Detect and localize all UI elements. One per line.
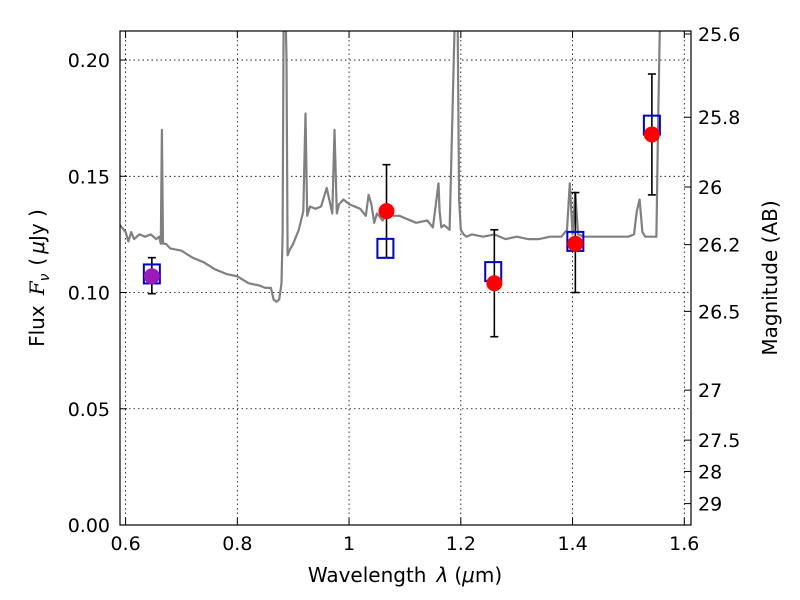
y2-tick-label: 26.2 xyxy=(698,235,740,257)
y2-tick-label: 25.6 xyxy=(698,24,740,46)
spectrum-line xyxy=(120,31,661,303)
y-axis-unit-mu: μ xyxy=(25,241,49,255)
x-axis-unit-rest: m) xyxy=(475,563,502,587)
x-tick-label: 1 xyxy=(343,533,355,555)
y2-tick-label: 25.8 xyxy=(698,107,740,129)
grid-layer xyxy=(120,31,691,526)
x-tick-label: 1.6 xyxy=(669,533,699,555)
labels-layer: 0.6 0.8 1 1.2 1.4 1.6 0.00 0.05 0.10 0.15 0.20 25.6… xyxy=(68,24,741,555)
observed-point xyxy=(567,235,584,252)
x-tick-label: 1.2 xyxy=(446,533,476,555)
x-tick-label: 0.8 xyxy=(222,533,252,555)
observed-point xyxy=(643,126,660,143)
x-axis-label-text: Wavelength xyxy=(308,563,427,587)
points-layer xyxy=(142,73,661,338)
y-axis-symbol: F xyxy=(25,280,49,296)
y-axis-label: Flux Fν ( μJy ) xyxy=(25,209,53,347)
y2-tick-label: 27.5 xyxy=(698,430,740,452)
y-tick-label: 0.15 xyxy=(68,166,110,188)
observed-point xyxy=(143,268,160,285)
y-axis-subscript: ν xyxy=(37,273,53,281)
y2-tick-label: 29 xyxy=(698,494,722,516)
y2-tick-label: 28 xyxy=(698,462,722,484)
y-tick-label: 0.10 xyxy=(68,283,110,305)
y-tick-label: 0.05 xyxy=(68,399,110,421)
y-tick-label: 0.00 xyxy=(68,515,110,537)
y-axis-label-text: Flux xyxy=(25,305,49,347)
x-axis-unit-mu: μ xyxy=(461,563,475,587)
x-tick-label: 1.4 xyxy=(557,533,587,555)
x-tick-label: 0.6 xyxy=(110,533,140,555)
y-tick-label: 0.20 xyxy=(68,50,110,72)
observed-point xyxy=(378,203,395,220)
ticks-layer xyxy=(120,31,691,526)
observed-point xyxy=(486,275,503,292)
y-axis-unit-open: ( xyxy=(25,258,49,266)
y-axis-unit-rest: Jy ) xyxy=(25,209,49,243)
y2-tick-label: 26.5 xyxy=(698,301,740,323)
y2-axis-label: Magnitude (AB) xyxy=(758,200,782,355)
plot-frame xyxy=(119,30,692,526)
spectrum-layer xyxy=(120,31,661,303)
y2-tick-label: 26 xyxy=(698,177,722,199)
y2-tick-label: 27 xyxy=(698,380,722,402)
x-axis-symbol: λ xyxy=(435,563,448,587)
x-axis-unit-open: ( xyxy=(454,563,462,587)
model-point xyxy=(376,237,395,259)
x-axis-label: Wavelength λ (μm) xyxy=(308,563,502,587)
